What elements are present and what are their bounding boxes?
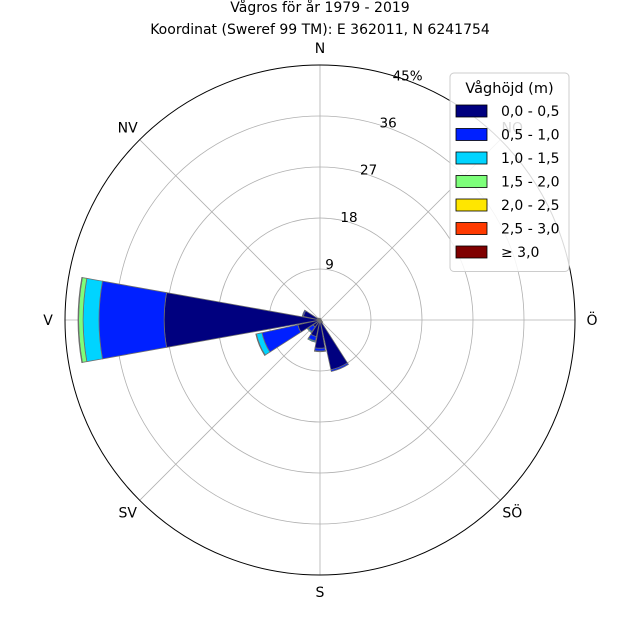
direction-label: SV xyxy=(118,505,137,521)
legend-entry: 0,0 - 0,5 xyxy=(501,104,559,120)
legend-swatch xyxy=(455,128,488,141)
bar-VSV-3 xyxy=(255,333,266,356)
chart-subtitle: Koordinat (Sweref 99 TM): E 362011, N 62… xyxy=(150,22,490,38)
direction-label: Ö xyxy=(586,311,597,329)
legend-entry: 1,0 - 1,5 xyxy=(501,151,559,167)
grid-spoke xyxy=(139,139,321,321)
radial-tick-label: 18 xyxy=(340,210,357,226)
legend-entry: 1,5 - 2,0 xyxy=(501,175,559,191)
radial-tick-label: 9 xyxy=(325,257,334,273)
legend: Våghöjd (m) 0,0 - 0,5 0,5 - 1,0 1,0 - 1,5 1,… xyxy=(449,72,570,272)
polar-frame-circle xyxy=(64,64,576,576)
polar-frame xyxy=(64,64,576,576)
radial-tick-label: 45% xyxy=(393,68,423,84)
bar-V-4 xyxy=(77,276,83,364)
bar-V-0 xyxy=(163,292,321,348)
bar-NNV-0 xyxy=(318,317,321,321)
legend-entry: 2,5 - 3,0 xyxy=(501,222,559,238)
bar-SSO-1 xyxy=(330,362,349,372)
legend-swatch xyxy=(455,222,488,235)
legend-swatch xyxy=(455,245,488,259)
grid-spoke xyxy=(319,319,501,501)
radial-tick-labels: 9 18 27 36 45% xyxy=(325,68,423,273)
legend-entry: 0,5 - 1,0 xyxy=(501,128,559,144)
legend-title: Våghöjd (m) xyxy=(465,80,553,97)
legend-entry: 2,0 - 2,5 xyxy=(501,198,559,214)
grid-spoke xyxy=(139,319,321,501)
bar-V-1 xyxy=(98,280,168,360)
bars-layer xyxy=(77,276,349,372)
bar-S-2 xyxy=(313,350,327,353)
radial-tick-label: 36 xyxy=(380,116,397,132)
radial-tick-label: 27 xyxy=(360,163,377,179)
legend-swatch xyxy=(455,175,488,188)
bar-VNV-1 xyxy=(301,309,307,317)
direction-label: SÖ xyxy=(502,503,522,521)
bar-SSV-2 xyxy=(307,337,316,343)
legend-box xyxy=(449,72,570,272)
legend-entry: ≥ 3,0 xyxy=(501,245,539,261)
direction-label: V xyxy=(43,313,53,329)
legend-swatch xyxy=(455,151,488,165)
bar-SV-2 xyxy=(306,327,313,334)
legend-swatch xyxy=(455,104,488,118)
direction-label: NV xyxy=(118,121,138,137)
direction-label: S xyxy=(316,585,325,601)
direction-label: N xyxy=(315,41,325,57)
legend-swatch xyxy=(455,198,488,212)
chart-title: Vågros för år 1979 - 2019 xyxy=(230,0,409,16)
